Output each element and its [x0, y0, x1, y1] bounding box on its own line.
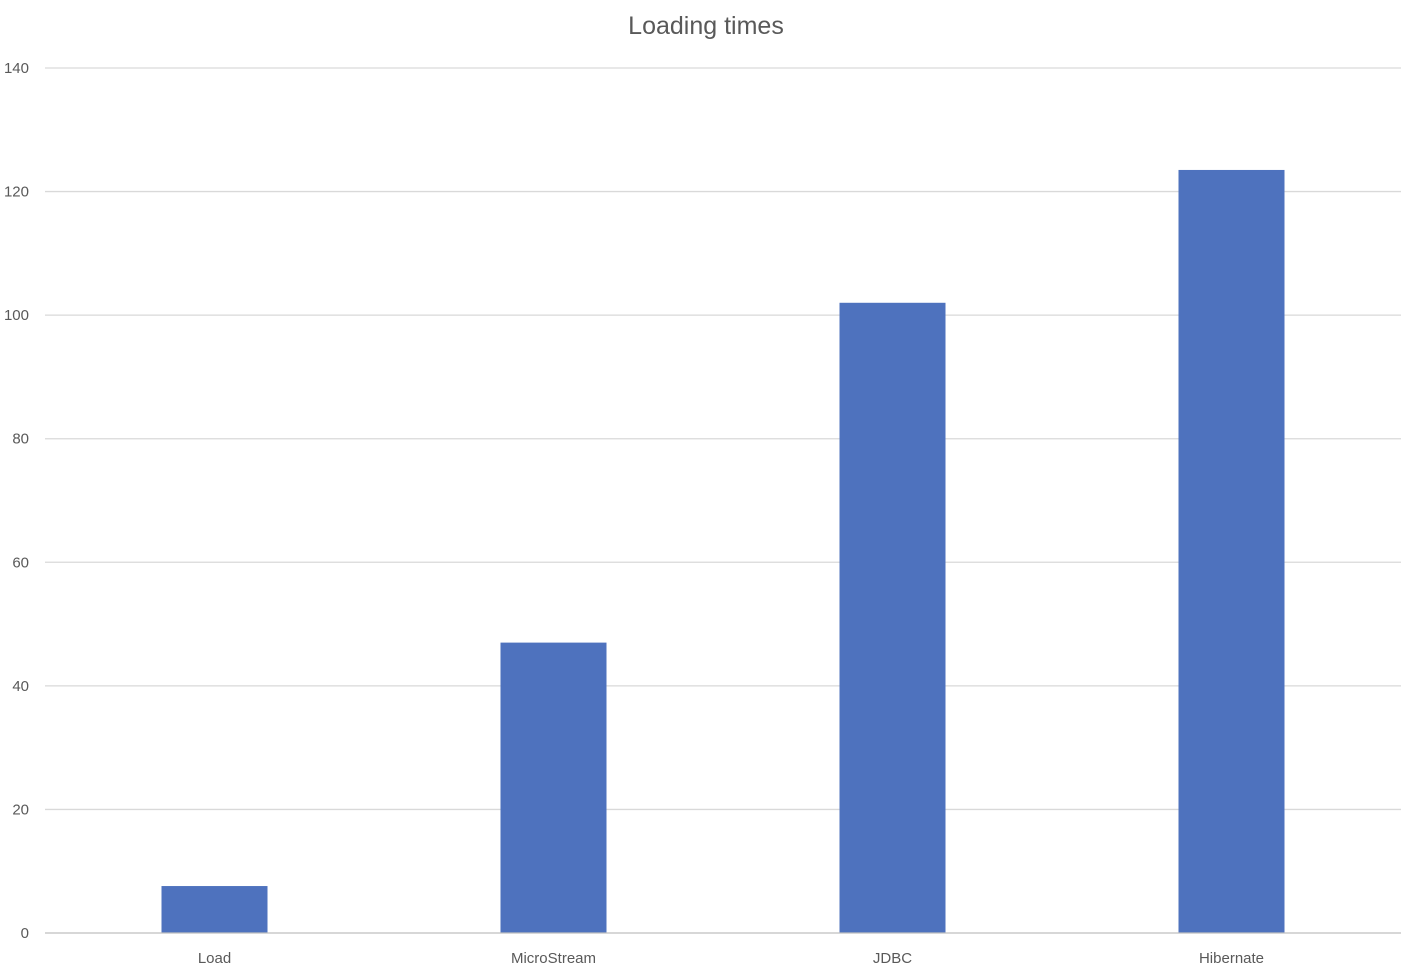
chart-title: Loading times	[628, 12, 784, 40]
x-category-label: Load	[198, 950, 231, 967]
y-tick-label: 120	[4, 184, 29, 201]
bar-jdbc	[839, 302, 946, 933]
bars	[161, 169, 1285, 934]
y-tick-label: 20	[12, 801, 29, 818]
y-axis-tick-labels: 0 20 40 60 80 100 120 140	[4, 60, 29, 942]
bar-hibernate	[1178, 169, 1285, 934]
y-tick-label: 0	[21, 925, 29, 942]
bar-microstream	[500, 642, 607, 933]
y-tick-label: 80	[12, 431, 29, 448]
bar-load	[161, 886, 268, 933]
y-tick-label: 60	[12, 554, 29, 571]
gridlines	[45, 67, 1401, 811]
x-category-label: Hibernate	[1199, 950, 1264, 967]
y-tick-label: 140	[4, 60, 29, 77]
x-category-label: MicroStream	[511, 950, 596, 967]
x-category-label: JDBC	[873, 950, 912, 967]
y-tick-label: 40	[12, 678, 29, 695]
y-tick-label: 100	[4, 307, 29, 324]
x-axis-category-labels: Load MicroStream JDBC Hibernate	[198, 950, 1264, 967]
